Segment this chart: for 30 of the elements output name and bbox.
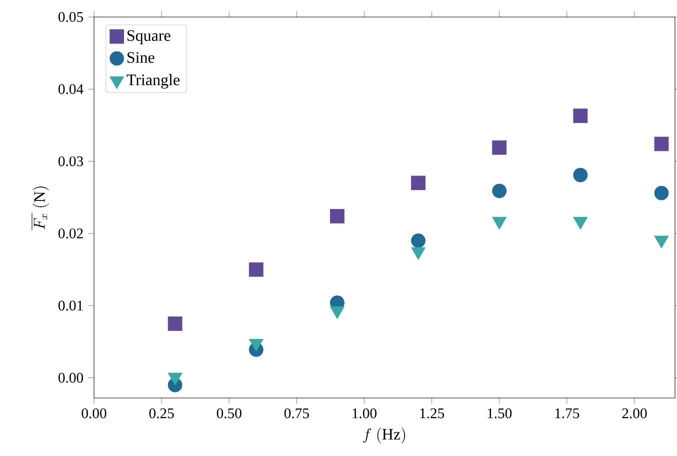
x-tick-label: 0.00 bbox=[82, 408, 106, 418]
y-tick-label: 0.02 bbox=[58, 228, 83, 238]
point bbox=[248, 262, 264, 277]
point bbox=[573, 168, 588, 182]
y-tick-label: 0.01 bbox=[58, 300, 83, 311]
legend-label: Triangle bbox=[126, 74, 180, 89]
point bbox=[573, 108, 588, 124]
y-tick-label: 0.05 bbox=[58, 12, 84, 22]
legend-label: Sine bbox=[127, 52, 154, 63]
x-axis-title: $f\ \mathrm{(Hz)}$ bbox=[363, 428, 406, 444]
point bbox=[492, 140, 507, 155]
y-tick-label: 0.04 bbox=[58, 84, 84, 94]
point bbox=[492, 184, 507, 198]
point bbox=[411, 176, 426, 190]
x-tick-label: 2.00 bbox=[622, 408, 647, 418]
point bbox=[411, 233, 426, 248]
point bbox=[654, 136, 669, 152]
point bbox=[330, 208, 344, 224]
x-tick-label: 1.50 bbox=[488, 408, 512, 418]
x-tick-label: 0.50 bbox=[216, 408, 242, 418]
x-tick-label: 1.25 bbox=[420, 408, 444, 418]
legend-label: Square bbox=[127, 30, 170, 44]
y-axis-title: $\overline{F_x}\ \mathrm{(N)}$ bbox=[32, 186, 49, 230]
x-tick-label: 1.00 bbox=[352, 408, 377, 418]
x-tick-label: 0.75 bbox=[284, 408, 309, 418]
point bbox=[168, 316, 182, 331]
x-tick-label: 1.75 bbox=[555, 408, 580, 418]
x-tick-label: 0.25 bbox=[149, 408, 174, 418]
y-tick-label: 0.00 bbox=[58, 372, 84, 383]
y-tick-label: 0.03 bbox=[58, 156, 84, 166]
